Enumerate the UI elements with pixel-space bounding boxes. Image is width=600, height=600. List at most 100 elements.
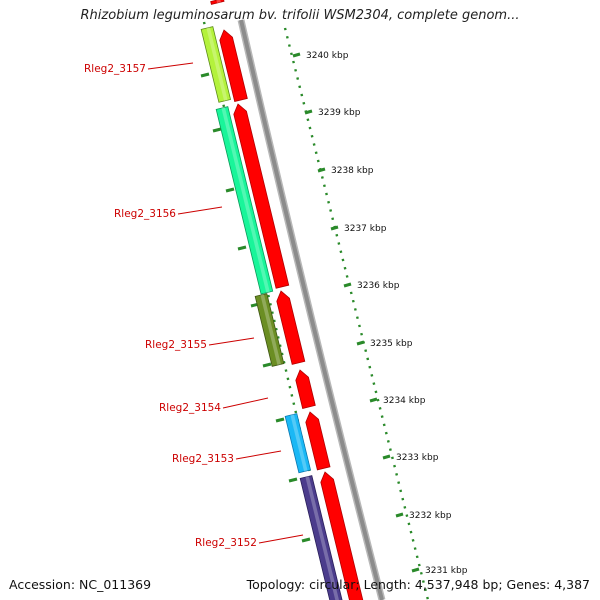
inner-tick [278, 344, 282, 348]
scale-tick [290, 52, 293, 56]
scale-tick [300, 93, 304, 97]
gene-label[interactable]: Rleg2_3155 [145, 339, 207, 351]
scale-tick [298, 85, 302, 89]
scale-label: 3236 kbp [357, 281, 400, 291]
scale-tick [421, 580, 425, 583]
scale-tick [388, 448, 392, 451]
cds-Rleg2_3157[interactable] [219, 29, 248, 102]
scale-tick [378, 407, 382, 410]
scale-label: 3232 kbp [409, 511, 452, 521]
inner-major-tick [237, 245, 247, 251]
scale-tick [351, 299, 355, 303]
scale-tick [370, 374, 374, 377]
scale-major-tick [382, 454, 391, 460]
scale-tick [411, 538, 415, 542]
inner-tick [282, 360, 286, 364]
scale-tick [374, 390, 378, 394]
scale-tick [426, 596, 429, 600]
gene-Rleg2_3153[interactable] [284, 413, 312, 474]
inner-tick [222, 104, 226, 108]
inner-tick [274, 327, 278, 331]
inner-tick [267, 294, 270, 298]
scale-major-tick [356, 340, 365, 346]
cds-Rleg2_3156[interactable] [233, 103, 290, 289]
inner-tick [294, 410, 298, 414]
inner-major-tick [301, 537, 311, 543]
scale-tick [314, 151, 318, 155]
scale-tick [413, 547, 417, 550]
inner-tick [286, 377, 290, 381]
gene-Rleg2_3157[interactable] [200, 26, 232, 103]
scale-tick [407, 522, 411, 526]
scale-tick [320, 176, 324, 179]
scale-tick [397, 481, 401, 484]
inner-major-tick [262, 362, 272, 368]
scale-label: 3235 kbp [370, 339, 413, 349]
gene-Rleg2_3152-shine [305, 476, 339, 600]
scale-tick [323, 184, 326, 188]
cds-Rleg2_3154[interactable] [295, 369, 316, 409]
genome-summary: Topology: circular; Length: 4,537,948 bp… [246, 577, 590, 592]
scale-tick [395, 473, 399, 476]
inner-major-tick [200, 72, 210, 78]
scale-tick [417, 563, 421, 567]
scale-tick [335, 233, 339, 237]
scale-major-tick [369, 397, 378, 403]
gene-label[interactable]: Rleg2_3157 [84, 63, 146, 75]
scale-tick [343, 266, 347, 270]
scale-tick [312, 143, 316, 146]
gene-label[interactable]: Rleg2_3154 [159, 402, 221, 414]
scale-tick [345, 275, 349, 278]
scale-tick [327, 200, 330, 204]
gene-label[interactable]: Rleg2_3152 [195, 537, 257, 549]
inner-major-tick [225, 187, 235, 193]
scale-label: 3239 kbp [318, 108, 361, 118]
scale-tick [285, 35, 289, 39]
scale-tick [399, 489, 403, 493]
scale-tick [292, 60, 295, 64]
cds-Rleg2_3152[interactable] [320, 471, 364, 600]
scale-tick [386, 440, 390, 443]
scale-label: 3234 kbp [383, 396, 426, 406]
cds-Rleg2_3153[interactable] [305, 411, 331, 471]
inner-major-tick [288, 477, 298, 483]
inner-major-tick [275, 417, 285, 423]
gene-leader-line [258, 534, 304, 544]
gene-Rleg2_3155-shine [260, 294, 281, 366]
scale-tick [296, 77, 300, 80]
scale-major-tick [304, 109, 313, 115]
scale-tick [360, 332, 363, 336]
scale-tick [409, 530, 413, 534]
scale-label: 3233 kbp [396, 453, 439, 463]
scale-tick [364, 349, 368, 353]
scale-tick [368, 365, 372, 369]
scale-major-tick [411, 567, 420, 573]
gene-leader-line [208, 337, 255, 346]
gene-leader-line [147, 62, 194, 70]
scale-tick [382, 423, 386, 427]
inner-tick [288, 385, 292, 389]
scale-tick [355, 316, 359, 320]
scale-tick [358, 324, 361, 328]
cds-top-stub[interactable] [210, 0, 225, 5]
gene-Rleg2_3155[interactable] [254, 293, 285, 367]
gene-Rleg2_3152[interactable] [299, 475, 343, 600]
map-title: Rhizobium leguminosarum bv. trifolii WSM… [80, 8, 520, 23]
scale-major-tick [330, 225, 339, 231]
gene-Rleg2_3157-shine [206, 27, 228, 102]
gene-Rleg2_3156[interactable] [215, 106, 274, 295]
scale-tick [424, 588, 427, 592]
scale-tick [331, 217, 335, 221]
scale-major-tick [292, 52, 301, 58]
inner-tick [284, 369, 288, 372]
cds-Rleg2_3155[interactable] [276, 290, 306, 365]
gene-label[interactable]: Rleg2_3153 [172, 453, 234, 465]
inner-tick [272, 319, 276, 323]
gene-leader-line [222, 397, 269, 409]
scale-tick [419, 571, 423, 575]
scale-tick [349, 291, 353, 295]
inner-tick [280, 352, 284, 356]
scale-major-tick [317, 167, 326, 173]
gene-label[interactable]: Rleg2_3156 [114, 208, 176, 220]
